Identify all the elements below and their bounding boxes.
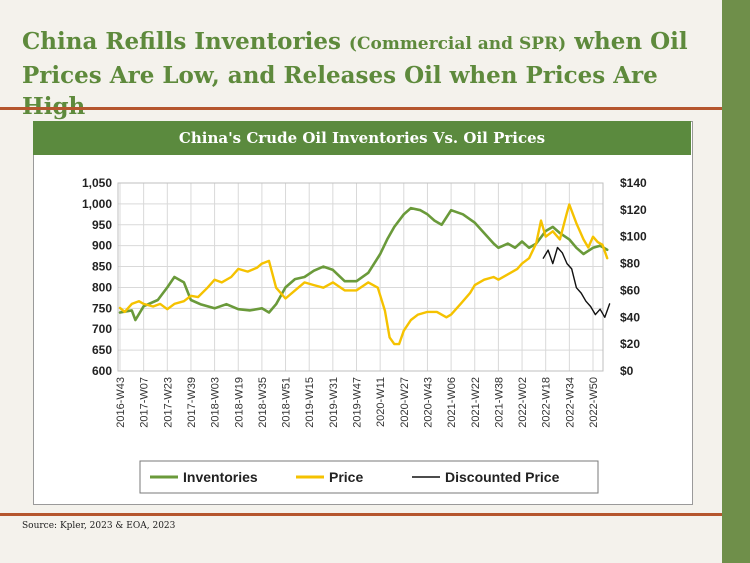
x-tick-label: 2020-W11 bbox=[375, 377, 387, 427]
legend-label: Discounted Price bbox=[445, 469, 560, 485]
x-tick-label: 2019-W15 bbox=[304, 377, 316, 428]
y-right-tick-label: $20 bbox=[620, 337, 640, 351]
bottom-divider bbox=[0, 513, 722, 516]
y-left-tick-label: 1,000 bbox=[82, 197, 112, 211]
top-divider bbox=[0, 107, 722, 110]
x-tick-label: 2019-W31 bbox=[328, 377, 340, 428]
x-tick-label: 2018-W35 bbox=[257, 377, 269, 428]
y-right-tick-label: $140 bbox=[620, 176, 647, 190]
chart-title: China's Crude Oil Inventories Vs. Oil Pr… bbox=[33, 121, 691, 155]
x-tick-label: 2018-W03 bbox=[210, 377, 222, 428]
headline-part-1: China Refills Inventories bbox=[22, 28, 341, 55]
x-tick-label: 2021-W38 bbox=[493, 377, 505, 428]
y-left-tick-label: 650 bbox=[92, 343, 112, 357]
side-accent-bar bbox=[722, 0, 750, 563]
x-tick-label: 2022-W34 bbox=[564, 377, 576, 428]
y-right-tick-label: $60 bbox=[620, 283, 640, 297]
y-right-tick-label: $0 bbox=[620, 364, 634, 378]
headline-part-3: when Oil Prices Are Low, and Releases Oi… bbox=[22, 28, 688, 120]
x-tick-label: 2017-W39 bbox=[186, 377, 198, 428]
x-tick-label: 2017-W07 bbox=[139, 377, 151, 428]
y-right-tick-label: $80 bbox=[620, 257, 640, 271]
y-left-tick-label: 750 bbox=[92, 301, 112, 315]
x-tick-label: 2020-W43 bbox=[422, 377, 434, 428]
y-right-tick-label: $40 bbox=[620, 310, 640, 324]
y-left-tick-label: 850 bbox=[92, 260, 112, 274]
y-right-tick-label: $100 bbox=[620, 230, 647, 244]
y-left-tick-label: 600 bbox=[92, 364, 112, 378]
x-tick-label: 2017-W23 bbox=[162, 377, 174, 428]
x-tick-label: 2020-W27 bbox=[399, 377, 411, 428]
x-tick-label: 2022-W50 bbox=[588, 377, 600, 428]
x-tick-label: 2022-W18 bbox=[541, 377, 553, 428]
legend-box bbox=[139, 460, 599, 494]
x-tick-label: 2016-W43 bbox=[115, 377, 127, 428]
x-tick-label: 2021-W06 bbox=[446, 377, 458, 428]
legend-label: Price bbox=[329, 469, 363, 485]
x-tick-label: 2019-W47 bbox=[352, 377, 364, 428]
headline-part-2: (Commercial and SPR) bbox=[348, 34, 567, 54]
x-tick-label: 2018-W51 bbox=[281, 377, 293, 428]
y-left-tick-label: 950 bbox=[92, 218, 112, 232]
y-left-tick-label: 700 bbox=[92, 322, 112, 336]
legend-label: Inventories bbox=[183, 469, 258, 485]
page-headline: China Refills Inventories (Commercial an… bbox=[22, 26, 712, 122]
plot-border bbox=[117, 182, 604, 372]
x-tick-label: 2022-W02 bbox=[517, 377, 529, 428]
y-right-tick-label: $120 bbox=[620, 203, 647, 217]
x-tick-label: 2018-W19 bbox=[233, 377, 245, 428]
y-left-tick-label: 1,050 bbox=[82, 176, 112, 190]
y-left-tick-label: 900 bbox=[92, 239, 112, 253]
y-left-tick-label: 800 bbox=[92, 280, 112, 294]
source-note: Source: Kpler, 2023 & EOA, 2023 bbox=[22, 521, 176, 531]
series-line-discounted-price bbox=[542, 246, 611, 318]
series-line-price bbox=[118, 203, 609, 346]
x-tick-label: 2021-W22 bbox=[470, 377, 482, 428]
